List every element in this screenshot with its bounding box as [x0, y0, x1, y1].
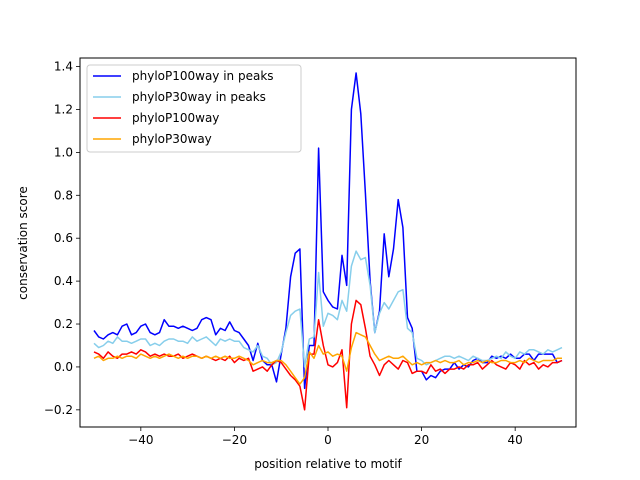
y-axis-label: conservation score	[16, 186, 30, 300]
x-axis-label: position relative to motif	[254, 457, 402, 471]
x-tick-label: −20	[222, 433, 247, 447]
y-tick-label: 1.0	[54, 145, 73, 159]
legend-label: phyloP100way in peaks	[132, 69, 274, 83]
x-tick-label: −40	[128, 433, 153, 447]
legend: phyloP100way in peaks phyloP30way in peak…	[86, 64, 302, 153]
plot-lines	[93, 72, 563, 411]
y-tick-label: 1.4	[54, 60, 73, 74]
y-axis: −0.2 0.0 0.2 0.4 0.6 0.8 1.0 1.2 1.4	[44, 60, 80, 417]
y-tick-label: −0.2	[44, 403, 73, 417]
x-tick-label: 20	[414, 433, 429, 447]
y-tick-label: 1.2	[54, 102, 73, 116]
legend-label: phyloP100way	[132, 111, 219, 125]
y-tick-label: 0.4	[54, 274, 73, 288]
y-tick-label: 0.8	[54, 188, 73, 202]
y-tick-label: 0.0	[54, 360, 73, 374]
y-tick-label: 0.2	[54, 317, 73, 331]
legend-label: phyloP30way in peaks	[132, 90, 266, 104]
x-axis: −40 −20 0 20 40	[128, 427, 523, 447]
legend-box	[86, 64, 302, 153]
series-line-4	[93, 331, 562, 385]
y-tick-label: 0.6	[54, 231, 73, 245]
x-tick-label: 40	[508, 433, 523, 447]
x-tick-label: 0	[324, 433, 332, 447]
legend-label: phyloP30way	[132, 132, 212, 146]
series-line-2	[93, 250, 563, 368]
